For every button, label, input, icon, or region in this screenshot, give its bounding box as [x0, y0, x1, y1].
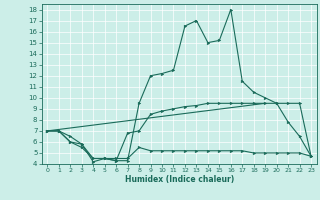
X-axis label: Humidex (Indice chaleur): Humidex (Indice chaleur): [124, 175, 234, 184]
